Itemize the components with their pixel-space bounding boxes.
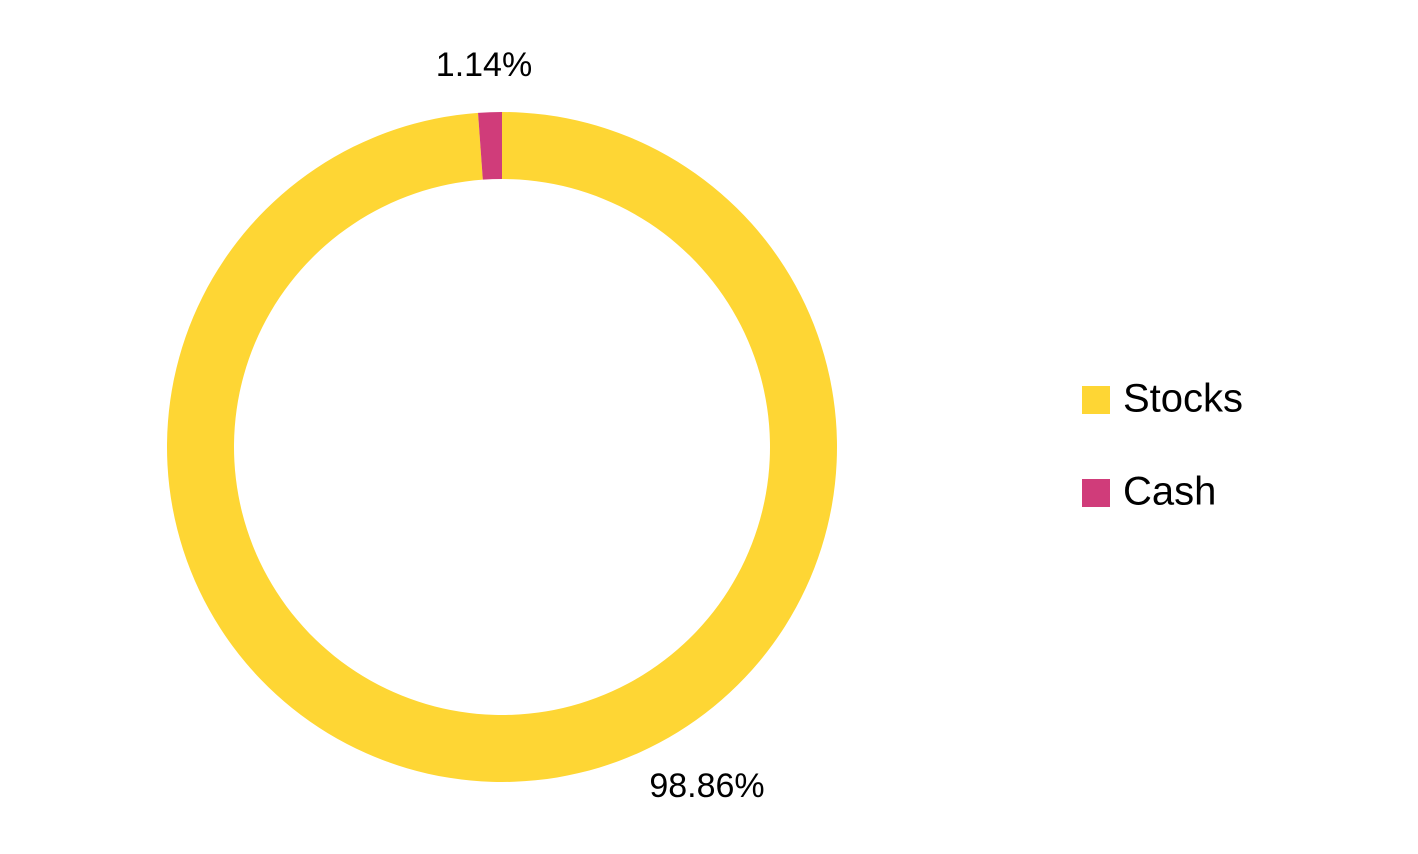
legend-label: Cash xyxy=(1123,470,1216,514)
legend-swatch xyxy=(1082,479,1110,507)
donut-slice xyxy=(167,112,838,783)
legend-label: Stocks xyxy=(1123,377,1243,421)
data-label: 98.86% xyxy=(649,767,764,805)
legend-swatch xyxy=(1082,386,1110,414)
donut-slice xyxy=(478,112,502,180)
data-label: 1.14% xyxy=(436,46,532,84)
